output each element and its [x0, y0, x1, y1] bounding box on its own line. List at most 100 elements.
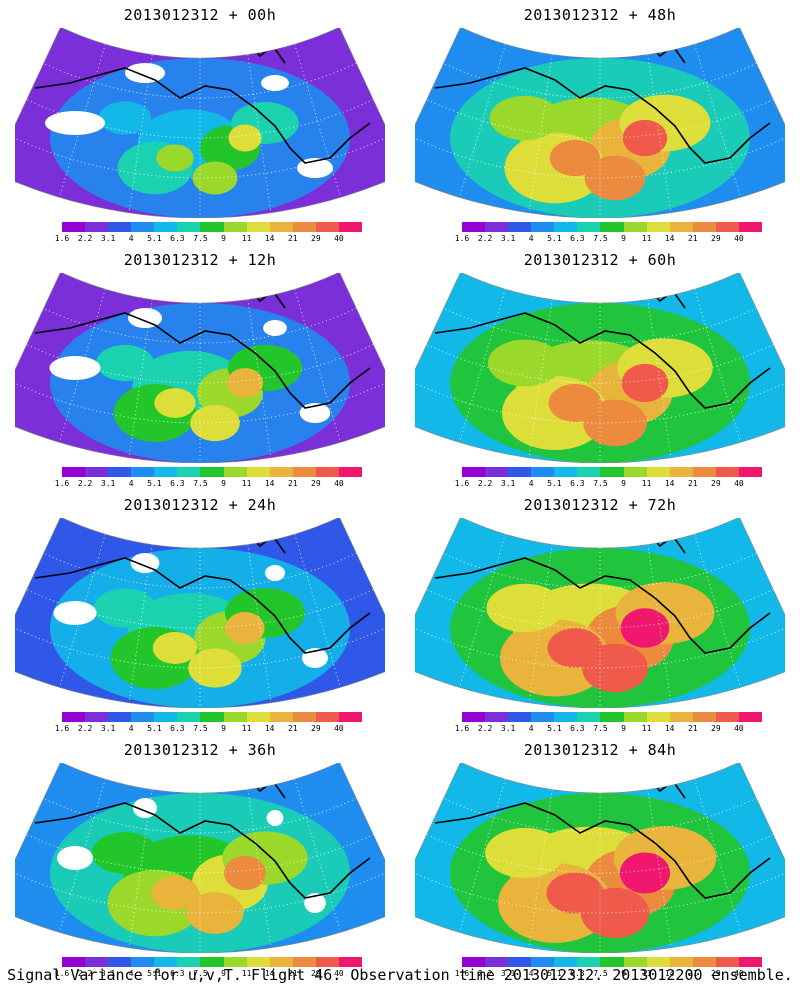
colorbar-swatch	[669, 712, 693, 722]
colorbar-swatch	[131, 957, 155, 967]
colorbar-tick-label: 3.1	[500, 969, 516, 978]
colorbar-tick-label: 14	[664, 724, 675, 733]
colorbar-swatch	[338, 222, 363, 232]
colorbar-swatch	[62, 957, 86, 967]
colorbar-swatch	[62, 467, 86, 477]
colorbar-swatch	[462, 222, 486, 232]
colorbar-tick-label: 7.5	[193, 969, 208, 978]
colorbar-swatch	[85, 712, 109, 722]
colorbar-tick-label: 14	[264, 479, 275, 488]
colorbar-tick-label: 1.6	[454, 724, 470, 733]
colorbar-swatch	[338, 467, 363, 477]
colorbar-tick-label: 2.2	[477, 724, 493, 733]
colorbar-swatch	[108, 957, 132, 967]
colorbar-tick-label: 1.6	[454, 479, 470, 488]
colorbar-tick-label: 9	[221, 969, 226, 978]
colorbar-tick-label: 6.3	[570, 234, 585, 243]
colorbar-tick-label: 11	[641, 969, 652, 978]
colorbar-swatch	[177, 467, 201, 477]
colorbar-tick-label: 40	[334, 479, 344, 488]
colorbar-swatch	[715, 957, 739, 967]
panel-title: 2013012312 + 72h	[523, 496, 677, 514]
colorbar-swatch	[154, 957, 178, 967]
colorbar-swatch	[715, 467, 739, 477]
variance-map	[15, 28, 385, 218]
colorbar-tick-label: 11	[241, 479, 252, 488]
colorbar-swatch	[315, 467, 339, 477]
colorbar-swatch	[85, 957, 109, 967]
colorbar-swatch	[154, 222, 178, 232]
colorbar-swatch	[62, 712, 86, 722]
colorbar-tick-label: 5.1	[547, 234, 562, 243]
colorbar-tick-labels: 1.6 2.2 3.1 4 5.1 6.3 7.5 9 11 14 21 29 40	[55, 479, 375, 489]
colorbar-swatch	[577, 712, 601, 722]
colorbar-tick-label: 2.2	[77, 724, 93, 733]
colorbar-swatch	[623, 957, 647, 967]
colorbar-tick-label: 6.3	[170, 234, 185, 243]
colorbar-tick-label: 40	[334, 969, 344, 978]
colorbar-tick-label: 7.5	[593, 234, 608, 243]
colorbar-swatch	[462, 712, 486, 722]
colorbar-swatch	[315, 712, 339, 722]
colorbar-swatch	[485, 467, 509, 477]
colorbar-swatch	[554, 467, 578, 477]
colorbar-tick-label: 9	[621, 479, 626, 488]
colorbar-tick-label: 40	[334, 234, 344, 243]
colorbar-swatch	[600, 712, 624, 722]
colorbar-swatch	[600, 467, 624, 477]
colorbar-tick-label: 1.6	[54, 479, 70, 488]
colorbar-tick-label: 4	[128, 479, 134, 488]
colorbar-tick-labels: 1.6 2.2 3.1 4 5.1 6.3 7.5 9 11 14 21 29 40	[455, 479, 775, 489]
colorbar-swatch	[577, 467, 601, 477]
colorbar-swatch	[200, 712, 224, 722]
panel-title: 2013012312 + 60h	[523, 251, 677, 269]
variance-map	[15, 518, 385, 708]
colorbar-tick-label: 29	[711, 234, 721, 243]
colorbar-swatch	[246, 712, 270, 722]
colorbar-tick-label: 4	[528, 724, 534, 733]
colorbar	[62, 712, 363, 722]
colorbar-tick-label: 6.3	[170, 479, 185, 488]
colorbar-tick-label: 5.1	[547, 479, 562, 488]
colorbar-tick-label: 2.2	[77, 969, 93, 978]
colorbar-tick-label: 4	[128, 969, 134, 978]
colorbar-tick-label: 21	[287, 234, 298, 243]
colorbar-swatch	[531, 712, 555, 722]
colorbar-swatch	[554, 712, 578, 722]
colorbar-tick-label: 9	[621, 969, 626, 978]
colorbar-tick-label: 11	[241, 969, 252, 978]
colorbar-tick-label: 6.3	[170, 724, 185, 733]
colorbar-tick-label: 7.5	[593, 479, 608, 488]
colorbar	[462, 712, 763, 722]
colorbar	[462, 957, 763, 967]
colorbar-swatch	[131, 467, 155, 477]
colorbar-tick-label: 21	[287, 479, 298, 488]
colorbar-tick-label: 6.3	[570, 479, 585, 488]
colorbar-swatch	[692, 712, 716, 722]
colorbar-tick-label: 1.6	[454, 969, 470, 978]
colorbar-swatch	[200, 957, 224, 967]
colorbar-swatch	[531, 957, 555, 967]
colorbar-tick-label: 29	[711, 724, 721, 733]
colorbar-swatch	[462, 957, 486, 967]
colorbar-swatch	[315, 222, 339, 232]
colorbar-swatch	[692, 957, 716, 967]
colorbar-swatch	[269, 712, 293, 722]
colorbar-swatch	[508, 712, 532, 722]
map-panel: 2013012312 + 72h 1.6 2.2 3.1 4 5.1 6.3 7.5 9 11 14…	[400, 490, 800, 735]
colorbar-swatch	[485, 712, 509, 722]
variance-map	[415, 763, 785, 953]
colorbar-swatch	[738, 222, 763, 232]
colorbar	[462, 467, 763, 477]
colorbar-swatch	[223, 222, 247, 232]
colorbar-swatch	[177, 712, 201, 722]
colorbar-swatch	[462, 467, 486, 477]
colorbar-swatch	[223, 467, 247, 477]
colorbar-tick-label: 6.3	[170, 969, 185, 978]
colorbar-tick-label: 7.5	[193, 479, 208, 488]
colorbar-swatch	[531, 222, 555, 232]
colorbar-tick-labels: 1.6 2.2 3.1 4 5.1 6.3 7.5 9 11 14 21 29 40	[55, 724, 375, 734]
colorbar-tick-label: 21	[687, 234, 698, 243]
colorbar-tick-label: 5.1	[547, 724, 562, 733]
colorbar-tick-label: 2.2	[77, 234, 93, 243]
